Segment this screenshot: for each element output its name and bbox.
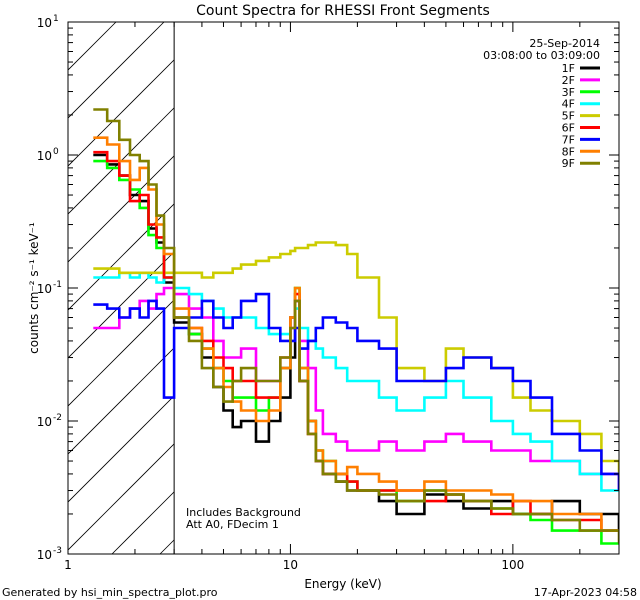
y-tick-exponent-4: -3 bbox=[53, 546, 62, 556]
axis-ticks bbox=[67, 21, 620, 555]
x-axis-label: Energy (keV) bbox=[304, 577, 381, 591]
generated-by-footer: Generated by hsi_min_spectra_plot.pro bbox=[2, 586, 218, 599]
chart-title: Count Spectra for RHESSI Front Segments bbox=[196, 3, 490, 19]
legend-label-1F: 1F bbox=[562, 62, 575, 75]
legend-label-9F: 9F bbox=[562, 157, 575, 170]
y-tick-exponent-0: 1 bbox=[53, 14, 59, 24]
series-9F-line bbox=[93, 108, 619, 544]
y-axis-label: counts cm⁻² s⁻¹ keV⁻¹ bbox=[27, 222, 41, 354]
legend-label-8F: 8F bbox=[562, 145, 575, 158]
y-tick-label-3: 10 bbox=[37, 415, 52, 429]
annotation-attenuator: Att A0, FDecim 1 bbox=[186, 518, 279, 531]
time-range-label: 03:08:00 to 03:09:00 bbox=[483, 49, 600, 62]
legend-label-2F: 2F bbox=[562, 74, 575, 87]
x-tick-label-2: 100 bbox=[501, 558, 524, 572]
y-tick-label-1: 10 bbox=[37, 149, 52, 163]
hatch-line-3 bbox=[68, 22, 213, 167]
y-tick-label-0: 10 bbox=[37, 16, 52, 30]
legend-label-5F: 5F bbox=[562, 110, 575, 123]
y-tick-label-4: 10 bbox=[37, 548, 52, 562]
legend-label-6F: 6F bbox=[562, 122, 575, 135]
y-tick-exponent-2: -1 bbox=[53, 280, 62, 290]
series-layer bbox=[93, 108, 619, 545]
excluded-energy-hatch bbox=[68, 22, 619, 554]
y-tick-label-2: 10 bbox=[37, 282, 52, 296]
annotation-background: Includes Background bbox=[186, 506, 301, 519]
hatch-line-2 bbox=[68, 22, 165, 119]
legend-label-4F: 4F bbox=[562, 98, 575, 111]
date-label: 25-Sep-2014 bbox=[529, 37, 600, 50]
y-tick-exponent-3: -2 bbox=[53, 413, 62, 423]
legend-label-3F: 3F bbox=[562, 86, 575, 99]
timestamp-footer: 17-Apr-2023 04:58 bbox=[534, 586, 637, 599]
legend-label-7F: 7F bbox=[562, 133, 575, 146]
hatch-mask bbox=[174, 22, 619, 554]
x-tick-label-1: 10 bbox=[283, 558, 298, 572]
hatch-line-4 bbox=[68, 22, 261, 215]
y-tick-exponent-1: 0 bbox=[53, 147, 59, 157]
x-tick-label-0: 1 bbox=[64, 558, 72, 572]
